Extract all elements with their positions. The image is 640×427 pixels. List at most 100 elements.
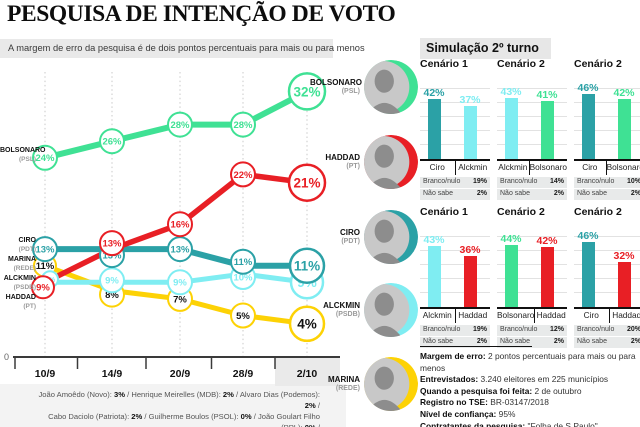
bar-value-label: 43%: [423, 233, 445, 246]
svg-text:24%: 24%: [35, 153, 55, 164]
scenario-bar-chart: 46% 32%: [574, 230, 640, 309]
table-row: Não sabe 2%: [574, 337, 640, 348]
gridline: [574, 264, 640, 265]
scenario-label: Cenário 1: [420, 58, 468, 70]
table-row: Não sabe 2%: [420, 337, 490, 348]
alckmin-photo: [364, 283, 418, 337]
point-bolsonaro-20/9: [167, 111, 193, 138]
series-party: (PSDB): [13, 284, 36, 291]
candidate-portrait-bolsonaro: BOLSONARO (PSL): [310, 60, 418, 114]
gridline: [574, 236, 640, 237]
bar-candidate-names: Ciro Bolsonaro: [574, 161, 640, 175]
scenario-label: Cenário 2: [497, 206, 545, 218]
portrait-name: MARINA: [328, 374, 360, 384]
point-haddad-14/9: [99, 230, 125, 257]
table-label: Não sabe: [577, 190, 607, 197]
table-value: 10%: [626, 178, 640, 185]
bar-candidate-names: Ciro Haddad: [574, 309, 640, 323]
bar-name-alckmin: Alckmin: [498, 162, 528, 172]
x-tick-label: 14/9: [102, 368, 123, 380]
gridline: [420, 116, 490, 117]
scenario-bar-chart: 44% 42%: [497, 231, 567, 309]
table-label: Não sabe: [500, 338, 530, 345]
scenario-bar-chart: 43% 41%: [497, 83, 567, 161]
marina-photo: [364, 357, 418, 411]
gridline: [574, 292, 640, 293]
svg-text:13%: 13%: [102, 239, 122, 250]
point-marina-2/10: [288, 305, 326, 343]
point-haddad-2/10: [287, 163, 327, 202]
gridline: [497, 278, 567, 279]
table-value: 20%: [626, 326, 640, 333]
table-label: Branco/nulo: [423, 326, 461, 333]
scenario-row-1: Cenário 1 42% 37% Ciro Alckmin Branco/nulo 19%…: [420, 58, 640, 206]
scenario-row-2: Cenário 1 43% 36% Alckmin Haddad Branco/nulo 1…: [420, 206, 640, 354]
methodology-label: Registro no TSE:: [420, 397, 491, 408]
series-name: BOLSONARO: [0, 147, 46, 154]
svg-text:11%: 11%: [234, 257, 253, 268]
scenario-panel: Cenário 2 46% 32% Ciro Haddad Branco/nulo 20% N…: [574, 206, 640, 349]
table-value: 2%: [476, 338, 487, 345]
gridline: [420, 130, 490, 131]
svg-text:4%: 4%: [297, 317, 317, 332]
gridline: [497, 116, 567, 117]
table-row: Não sabe 2%: [497, 189, 567, 200]
point-ciro-28/9: [230, 248, 256, 275]
series-party: (PSL): [19, 156, 36, 163]
bar-candidate-names: Bolsonaro Haddad: [497, 309, 567, 323]
table-row: Branco/nulo 10%: [574, 177, 640, 188]
series-label-haddad: HADDAD (PT): [0, 293, 36, 311]
gridline: [497, 88, 567, 89]
scenario-label: Cenário 2: [497, 58, 545, 70]
point-haddad-10/9: [31, 275, 55, 300]
svg-text:5%: 5%: [236, 311, 250, 322]
table-label: Não sabe: [423, 190, 453, 197]
point-alckmin-20/9: [167, 269, 193, 296]
gridline: [420, 236, 490, 237]
scenario-panel: Cenário 2 44% 42% Bolsonaro Haddad Branco/nul…: [497, 206, 567, 349]
bolsonaro-photo: [364, 60, 418, 114]
methodology-label: Entrevistados:: [420, 374, 481, 385]
svg-text:10%: 10%: [233, 272, 253, 283]
point-bolsonaro-2/10: [287, 72, 327, 111]
series-label-marina: MARINA (REDE): [0, 255, 36, 273]
point-bolsonaro-10/9: [32, 144, 58, 171]
portrait-name: BOLSONARO: [310, 77, 362, 87]
methodology-line: Margem de erro: 2 pontos percentuais par…: [420, 351, 636, 373]
scenario-table: Branco/nulo 12% Não sabe 2%: [497, 325, 567, 348]
scenario-table: Branco/nulo 20% Não sabe 2%: [574, 325, 640, 348]
portrait-party: (PSL): [341, 88, 360, 95]
bar-name-ciro: Ciro: [583, 310, 599, 320]
bar-value-label: 44%: [500, 232, 522, 245]
second-round-header: Simulação 2º turno: [420, 38, 551, 59]
svg-text:11%: 11%: [36, 261, 55, 272]
portrait-label: MARINA (REDE): [310, 375, 360, 394]
methodology-block: Margem de erro: 2 pontos percentuais par…: [420, 346, 640, 427]
bar-name-ciro: Ciro: [582, 162, 598, 172]
table-label: Branco/nulo: [577, 178, 615, 185]
table-label: Branco/nulo: [500, 326, 538, 333]
table-row: Branco/nulo 12%: [497, 325, 567, 336]
bar-bolsonaro: [504, 244, 518, 307]
scenario-table: Branco/nulo 19% Não sabe 2%: [420, 177, 490, 200]
point-ciro-10/9: [32, 236, 58, 263]
portrait-party: (PDT): [341, 238, 360, 245]
bar-candidate-names: Alckmin Haddad: [420, 309, 490, 323]
page-title: PESQUISA DE INTENÇÃO DE VOTO: [7, 1, 396, 27]
ciro-photo: [364, 210, 418, 264]
svg-text:32%: 32%: [293, 84, 320, 99]
table-value: 2%: [630, 338, 640, 345]
methodology-label: Margem de erro:: [420, 351, 488, 361]
bar-name-alckmin: Alckmin: [454, 161, 491, 175]
bar-value-label: 42%: [613, 87, 635, 100]
methodology-line: Contratantes da pesquisa: "Folha de S.Pa…: [420, 421, 640, 427]
candidate-portrait-ciro: CIRO (PDT): [310, 210, 418, 264]
gridline: [574, 116, 640, 117]
table-label: Branco/nulo: [500, 178, 538, 185]
methodology-label: Nível de confiança:: [420, 408, 499, 419]
candidate-portrait-haddad: HADDAD (PT): [310, 135, 418, 189]
svg-text:11%: 11%: [294, 259, 320, 274]
bar-name-bolsonaro: Bolsonaro: [497, 310, 535, 320]
bar-alckmin: [427, 245, 441, 307]
